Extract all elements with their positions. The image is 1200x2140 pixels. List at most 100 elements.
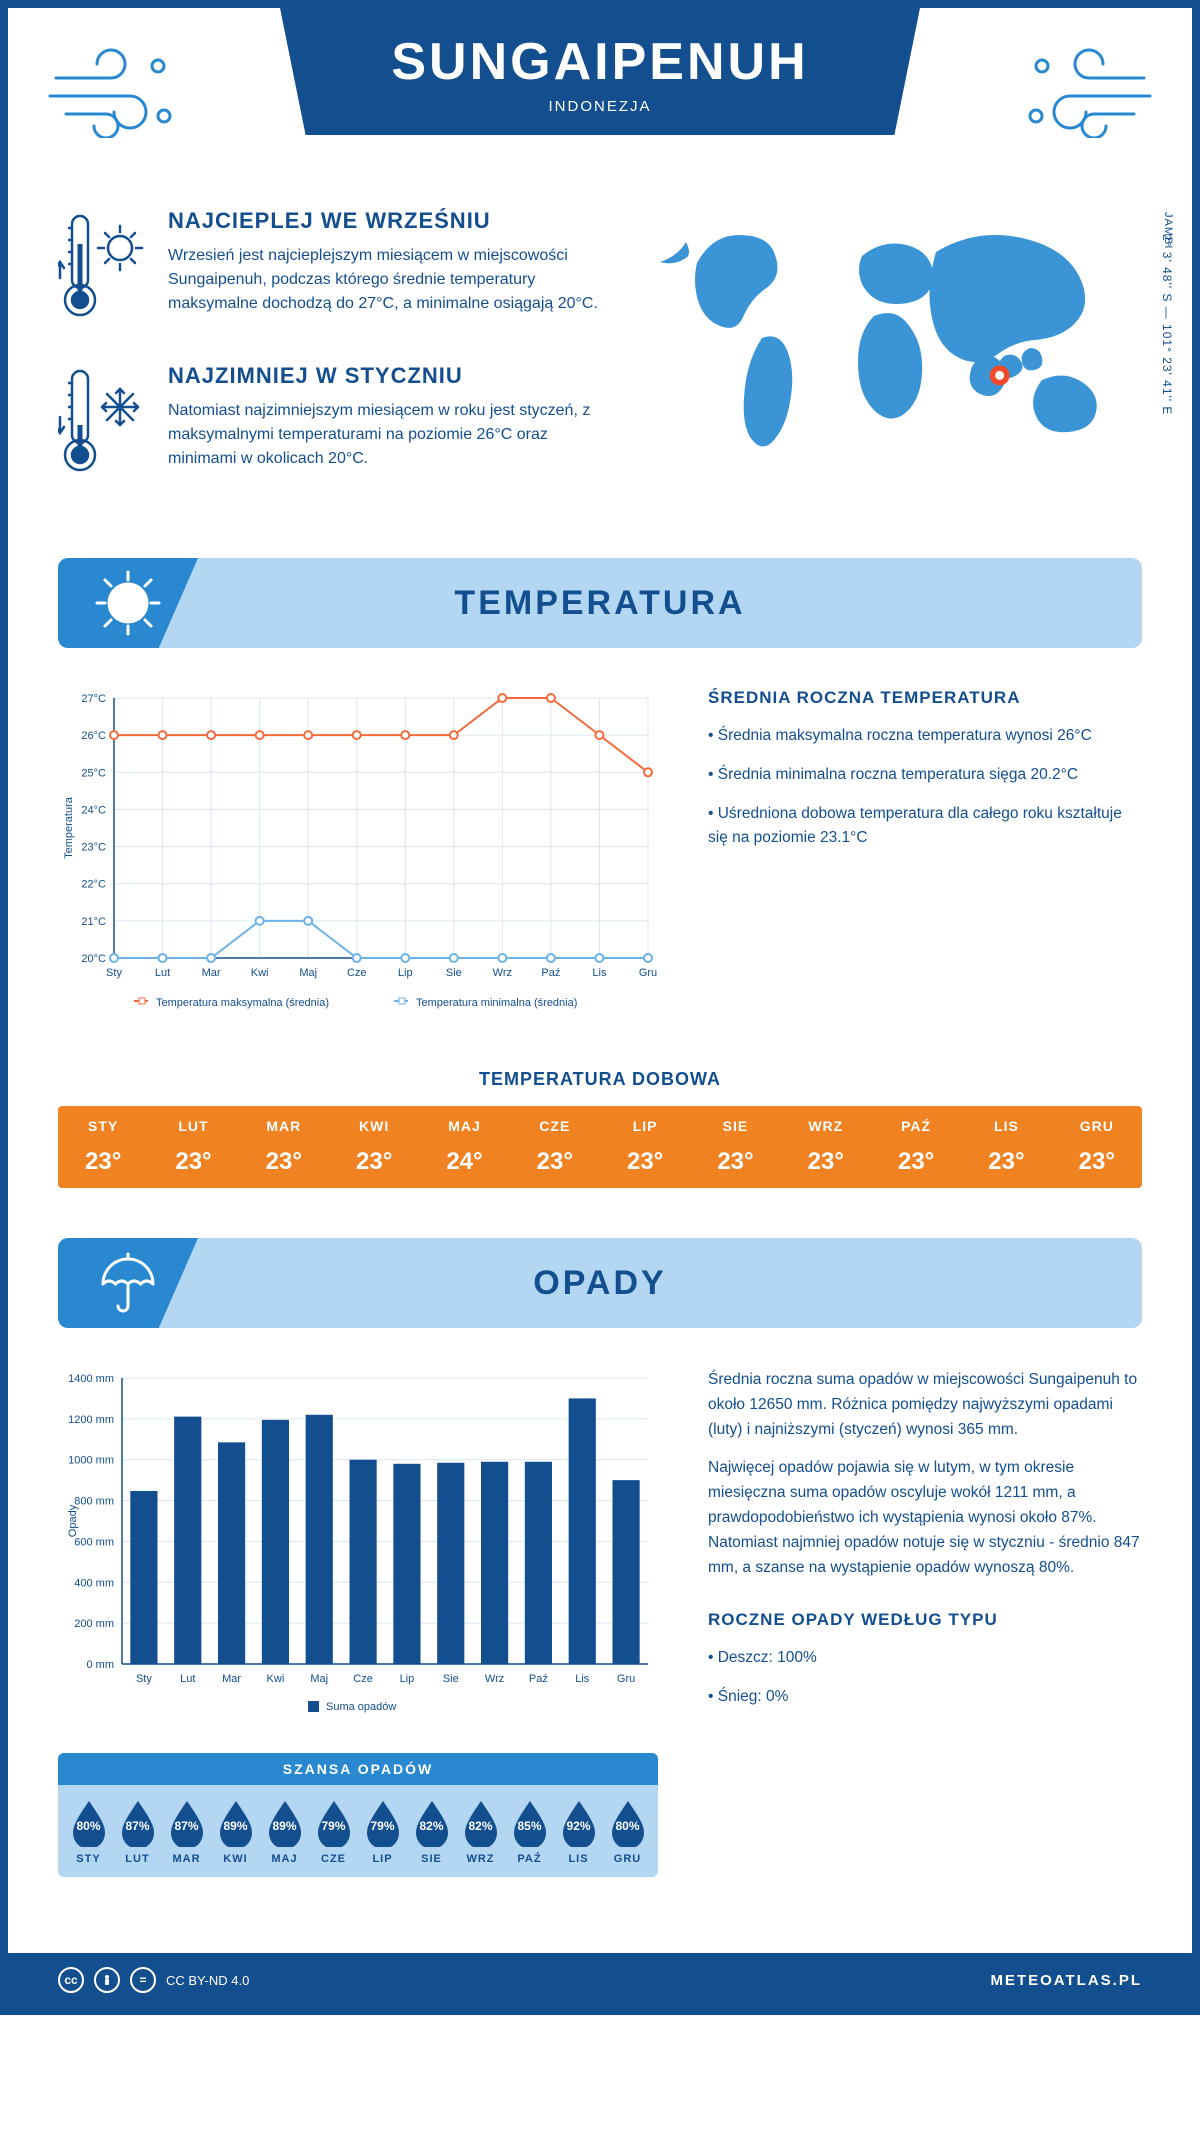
svg-text:Maj: Maj	[299, 967, 317, 979]
umbrella-icon	[58, 1238, 198, 1328]
chance-value: 79%	[370, 1819, 394, 1833]
chance-value: 79%	[321, 1819, 345, 1833]
temp-bullet: Średnia minimalna roczna temperatura się…	[708, 763, 1142, 788]
svg-text:21°C: 21°C	[81, 916, 106, 928]
svg-text:23°C: 23°C	[81, 842, 106, 854]
svg-text:Paź: Paź	[541, 967, 560, 979]
daily-month: LIS	[961, 1118, 1051, 1134]
daily-month: LUT	[148, 1118, 238, 1134]
temp-bullet: Średnia maksymalna roczna temperatura wy…	[708, 724, 1142, 749]
svg-text:Sie: Sie	[443, 1673, 459, 1685]
svg-text:Kwi: Kwi	[267, 1673, 285, 1685]
thermometer-sun-icon	[58, 208, 148, 333]
daily-value: 23°	[690, 1148, 780, 1176]
chance-value: 82%	[468, 1819, 492, 1833]
city-title: SUNGAIPENUH	[280, 32, 920, 92]
daily-col: LUT 23°	[148, 1118, 238, 1176]
rain-drop-icon: 79%	[314, 1799, 354, 1847]
header: SUNGAIPENUH INDONEZJA	[8, 8, 1192, 208]
hottest-block: NAJCIEPLEJ WE WRZEŚNIU Wrzesień jest naj…	[58, 208, 602, 333]
section-title: TEMPERATURA	[454, 584, 745, 623]
chance-title: SZANSA OPADÓW	[58, 1753, 658, 1785]
sun-icon	[58, 558, 198, 648]
coldest-block: NAJZIMNIEJ W STYCZNIU Natomiast najzimni…	[58, 363, 602, 488]
daily-value: 23°	[871, 1148, 961, 1176]
daily-value: 23°	[148, 1148, 238, 1176]
daily-month: STY	[58, 1118, 148, 1134]
svg-text:Kwi: Kwi	[251, 967, 269, 979]
svg-text:Temperatura maksymalna (średni: Temperatura maksymalna (średnia)	[156, 997, 329, 1009]
rain-drop-icon: 79%	[363, 1799, 403, 1847]
chance-col: 87% MAR	[162, 1799, 211, 1865]
temperature-summary: ŚREDNIA ROCZNA TEMPERATURA Średnia maksy…	[708, 688, 1142, 1033]
site-name: METEOATLAS.PL	[990, 1972, 1142, 1989]
svg-text:1400 mm: 1400 mm	[68, 1373, 114, 1385]
rain-drop-icon: 92%	[559, 1799, 599, 1847]
chance-value: 89%	[223, 1819, 247, 1833]
chance-month: GRU	[603, 1853, 652, 1865]
chance-value: 87%	[174, 1819, 198, 1833]
daily-value: 23°	[1052, 1148, 1142, 1176]
chance-col: 79% LIP	[358, 1799, 407, 1865]
daily-month: KWI	[329, 1118, 419, 1134]
svg-text:Lip: Lip	[398, 967, 413, 979]
daily-month: CZE	[510, 1118, 600, 1134]
svg-text:Cze: Cze	[353, 1673, 373, 1685]
chance-month: WRZ	[456, 1853, 505, 1865]
svg-text:24°C: 24°C	[81, 804, 106, 816]
svg-text:Wrz: Wrz	[485, 1673, 504, 1685]
hottest-text: Wrzesień jest najcieplejszym miesiącem w…	[168, 244, 602, 316]
chance-month: MAJ	[260, 1853, 309, 1865]
coldest-text: Natomiast najzimniejszym miesiącem w rok…	[168, 399, 602, 471]
chance-col: 79% CZE	[309, 1799, 358, 1865]
chance-month: KWI	[211, 1853, 260, 1865]
rain-drop-icon: 87%	[167, 1799, 207, 1847]
rain-drop-icon: 85%	[510, 1799, 550, 1847]
chance-month: LIP	[358, 1853, 407, 1865]
svg-text:27°C: 27°C	[81, 693, 106, 705]
chance-month: SIE	[407, 1853, 456, 1865]
daily-value: 23°	[58, 1148, 148, 1176]
avg-temp-title: ŚREDNIA ROCZNA TEMPERATURA	[708, 688, 1142, 708]
rain-drop-icon: 87%	[118, 1799, 158, 1847]
svg-text:26°C: 26°C	[81, 730, 106, 742]
chance-month: LIS	[554, 1853, 603, 1865]
daily-col: LIP23°	[600, 1118, 690, 1176]
wind-icon	[48, 38, 178, 143]
svg-text:Mar: Mar	[222, 1673, 241, 1685]
precip-type-title: ROCZNE OPADY WEDŁUG TYPU	[708, 1610, 1142, 1630]
chance-col: 85% PAŹ	[505, 1799, 554, 1865]
svg-text:Cze: Cze	[347, 967, 367, 979]
country-label: INDONEZJA	[280, 98, 920, 115]
daily-value: 23°	[781, 1148, 871, 1176]
chance-month: CZE	[309, 1853, 358, 1865]
svg-text:1200 mm: 1200 mm	[68, 1414, 114, 1426]
daily-col: SIE23°	[690, 1118, 780, 1176]
daily-col: WRZ23°	[781, 1118, 871, 1176]
svg-text:Lip: Lip	[400, 1673, 415, 1685]
rain-drop-icon: 82%	[412, 1799, 452, 1847]
coordinates: 2° 3' 48'' S — 101° 23' 41'' E	[1160, 234, 1174, 415]
svg-text:0 mm: 0 mm	[87, 1659, 115, 1671]
chance-col: 89% MAJ	[260, 1799, 309, 1865]
daily-month: MAJ	[419, 1118, 509, 1134]
svg-text:Temperatura: Temperatura	[63, 796, 75, 859]
daily-month: PAŹ	[871, 1118, 961, 1134]
chance-month: PAŹ	[505, 1853, 554, 1865]
precip-type-item: Śnieg: 0%	[708, 1685, 1142, 1710]
chance-month: MAR	[162, 1853, 211, 1865]
chance-col: 87% LUT	[113, 1799, 162, 1865]
chance-month: STY	[64, 1853, 113, 1865]
chance-col: 82% SIE	[407, 1799, 456, 1865]
daily-col: MAJ24°	[419, 1118, 509, 1176]
daily-value: 23°	[329, 1148, 419, 1176]
svg-text:Opady: Opady	[67, 1504, 79, 1537]
chance-value: 80%	[76, 1819, 100, 1833]
daily-value: 23°	[239, 1148, 329, 1176]
daily-value: 23°	[961, 1148, 1051, 1176]
daily-temp-table: STY23°LUT23°MAR23°KWI23°MAJ24°CZE23°LIP2…	[58, 1106, 1142, 1188]
svg-text:25°C: 25°C	[81, 767, 106, 779]
daily-col: STY 23°	[58, 1118, 148, 1176]
section-precipitation: OPADY	[58, 1238, 1142, 1328]
daily-col: PAŹ 23°	[871, 1118, 961, 1176]
